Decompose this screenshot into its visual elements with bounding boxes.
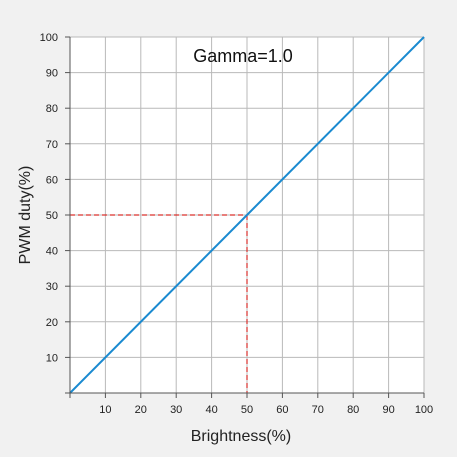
y-tick-label: 60 (46, 174, 58, 186)
reference-lines (70, 214, 248, 393)
gamma-annotation: Gamma=1.0 (193, 46, 293, 66)
y-tick-label: 100 (40, 32, 58, 44)
y-tick-label: 10 (46, 352, 58, 364)
y-axis-title: PWM duty(%) (17, 166, 34, 265)
x-axis-title: Brightness(%) (191, 428, 291, 445)
x-tick-label: 70 (312, 404, 324, 416)
series-group (69, 36, 425, 394)
y-tick-label: 30 (46, 281, 58, 293)
y-tick-labels: 10 20 30 40 50 60 70 80 90 100 (40, 32, 58, 364)
x-tick-labels: 10 20 30 40 50 60 70 80 90 100 (99, 404, 433, 416)
y-tick-label: 90 (46, 68, 58, 80)
x-tick-label: 80 (347, 404, 359, 416)
x-tick-label: 20 (135, 404, 147, 416)
y-tick-label: 50 (46, 210, 58, 222)
x-tick-label: 10 (99, 404, 111, 416)
y-tick-label: 80 (46, 103, 58, 115)
x-tick-label: 30 (170, 404, 182, 416)
x-tick-label: 40 (205, 404, 217, 416)
x-tick-label: 50 (241, 404, 253, 416)
y-tick-label: 40 (46, 246, 58, 258)
series-line (69, 36, 425, 394)
x-tick-label: 100 (415, 404, 433, 416)
x-tick-label: 90 (382, 404, 394, 416)
y-tick-label: 20 (46, 317, 58, 329)
y-tick-label: 70 (46, 139, 58, 151)
x-tick-label: 60 (276, 404, 288, 416)
axes (65, 36, 425, 398)
